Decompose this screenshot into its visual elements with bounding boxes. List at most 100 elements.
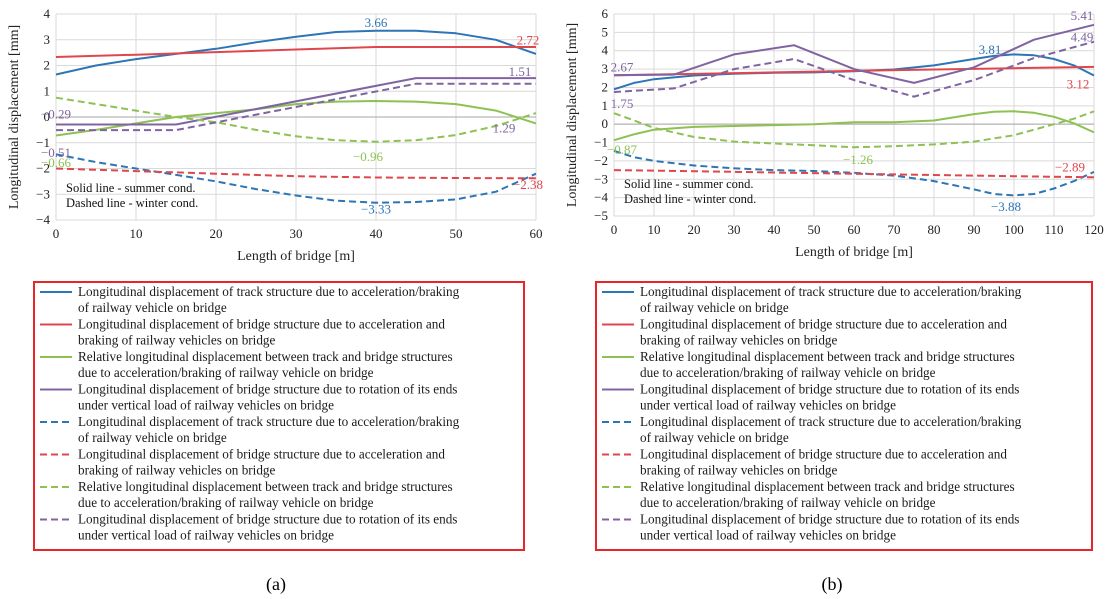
legend-entry-text: of railway vehicle on bridge <box>640 300 789 315</box>
data-label: 3.12 <box>1067 77 1090 92</box>
legend-a: Longitudinal displacement of track struc… <box>33 281 525 551</box>
y-tick-label: 2 <box>602 79 609 94</box>
data-label: −2.38 <box>513 177 543 192</box>
x-tick-label: 50 <box>450 226 463 241</box>
legend-entry-text: of railway vehicle on bridge <box>640 430 789 445</box>
data-label: −0.29 <box>41 106 71 121</box>
y-tick-label: 4 <box>602 43 609 58</box>
y-tick-label: −2 <box>36 161 50 176</box>
series-line-a-1 <box>55 29 537 76</box>
data-label: 1.75 <box>611 96 634 111</box>
y-tick-label: 5 <box>602 24 609 39</box>
series-line-b-7 <box>613 110 1095 149</box>
data-label: −0.51 <box>41 145 71 160</box>
x-tick-label: 0 <box>611 222 618 237</box>
legend-entry-text: braking of railway vehicles on bridge <box>640 333 838 348</box>
legend-entry-text: Longitudinal displacement of track struc… <box>640 414 1022 429</box>
legend-entry-text: Relative longitudinal displacement betwe… <box>78 349 453 364</box>
legend-entry-text: Relative longitudinal displacement betwe… <box>640 349 1015 364</box>
x-tick-label: 110 <box>1044 222 1063 237</box>
legend-entry-text: Longitudinal displacement of bridge stru… <box>640 382 1019 397</box>
x-tick-label: 10 <box>130 226 143 241</box>
y-tick-label: 2 <box>44 58 51 73</box>
data-label: −3.33 <box>361 202 391 217</box>
y-tick-label: −4 <box>594 190 608 205</box>
x-tick-label: 40 <box>370 226 383 241</box>
data-label: −0.96 <box>353 149 384 164</box>
data-label: 2.67 <box>611 59 634 74</box>
legend-entry-text: under vertical load of railway vehicles … <box>640 398 896 413</box>
legend-entry-text: braking of railway vehicles on bridge <box>640 463 838 478</box>
chart-note: Dashed line - winter cond. <box>624 192 756 206</box>
series-line-a-6 <box>55 167 537 180</box>
panel-label-b: (b) <box>822 574 843 595</box>
series-line-a-7 <box>55 96 537 143</box>
legend-entry-text: Longitudinal displacement of bridge stru… <box>78 382 457 397</box>
x-tick-label: 10 <box>648 222 661 237</box>
legend-entry-text: Relative longitudinal displacement betwe… <box>78 479 453 494</box>
x-axis-title: Length of bridge [m] <box>795 245 913 260</box>
legend-entry-text: of railway vehicle on bridge <box>78 430 227 445</box>
legend-entry-text: Longitudinal displacement of bridge stru… <box>78 317 445 332</box>
data-label: −0.66 <box>41 155 72 170</box>
series-line-b-4 <box>613 23 1095 84</box>
legend-border <box>33 281 525 551</box>
chart-note: Solid line - summer cond. <box>624 177 754 191</box>
data-label: −1.26 <box>843 152 874 167</box>
x-tick-label: 40 <box>768 222 781 237</box>
legend-entry-text: under vertical load of railway vehicles … <box>78 528 334 543</box>
legend-b: Longitudinal displacement of track struc… <box>595 281 1093 551</box>
legend-entry-text: Longitudinal displacement of track struc… <box>78 284 460 299</box>
series-line-a-3 <box>55 100 537 137</box>
series-line-a-8 <box>56 82 536 132</box>
y-tick-label: 4 <box>44 6 51 21</box>
x-tick-label: 20 <box>210 226 223 241</box>
data-label: 3.81 <box>979 42 1002 57</box>
data-label: −0.87 <box>607 142 638 157</box>
legend-entry-text: under vertical load of railway vehicles … <box>640 528 896 543</box>
y-tick-label: −1 <box>594 135 608 150</box>
y-tick-label: −2 <box>594 153 608 168</box>
legend-entry-text: due to acceleration/braking of railway v… <box>640 365 936 380</box>
y-tick-label: −3 <box>594 171 608 186</box>
data-label: 4.49 <box>1071 30 1094 45</box>
y-tick-label: −5 <box>594 208 608 223</box>
series-line-a-4 <box>56 77 536 126</box>
legend-entry-text: under vertical load of railway vehicles … <box>78 398 334 413</box>
x-tick-label: 30 <box>728 222 741 237</box>
data-label: 2.72 <box>517 32 540 47</box>
legend-entry-text: due to acceleration/braking of railway v… <box>640 495 936 510</box>
x-tick-label: 80 <box>928 222 941 237</box>
x-tick-label: 50 <box>808 222 821 237</box>
x-tick-label: 90 <box>968 222 981 237</box>
data-label: 1.51 <box>509 64 532 79</box>
y-tick-label: 3 <box>44 32 51 47</box>
y-tick-label: 0 <box>44 109 51 124</box>
panel-label-a: (a) <box>266 574 286 595</box>
x-tick-label: 60 <box>848 222 861 237</box>
legend-entry-text: of railway vehicle on bridge <box>78 300 227 315</box>
series-line-b-6 <box>613 169 1095 179</box>
series-line-b-8 <box>613 40 1095 98</box>
series-line-a-2 <box>55 46 536 58</box>
legend-entry-text: braking of railway vehicles on bridge <box>78 463 276 478</box>
data-label: 5.41 <box>1071 8 1094 23</box>
x-tick-label: 30 <box>290 226 303 241</box>
y-tick-label: 3 <box>602 61 609 76</box>
chart-note: Solid line - summer cond. <box>66 181 196 195</box>
y-axis-title: Longitudinal displacement [mm] <box>7 25 22 209</box>
y-tick-label: 0 <box>602 116 609 131</box>
x-tick-label: 100 <box>1004 222 1024 237</box>
y-tick-label: −4 <box>36 212 50 227</box>
legend-entry-text: due to acceleration/braking of railway v… <box>78 495 374 510</box>
data-label: 3.66 <box>365 15 388 30</box>
legend-entry-text: braking of railway vehicles on bridge <box>78 333 276 348</box>
legend-entry-text: Relative longitudinal displacement betwe… <box>640 479 1015 494</box>
x-tick-label: 70 <box>888 222 901 237</box>
legend-entry-text: Longitudinal displacement of track struc… <box>78 414 460 429</box>
x-tick-label: 20 <box>688 222 701 237</box>
legend-entry-text: due to acceleration/braking of railway v… <box>78 365 374 380</box>
y-tick-label: −3 <box>36 186 50 201</box>
legend-border <box>595 281 1093 551</box>
